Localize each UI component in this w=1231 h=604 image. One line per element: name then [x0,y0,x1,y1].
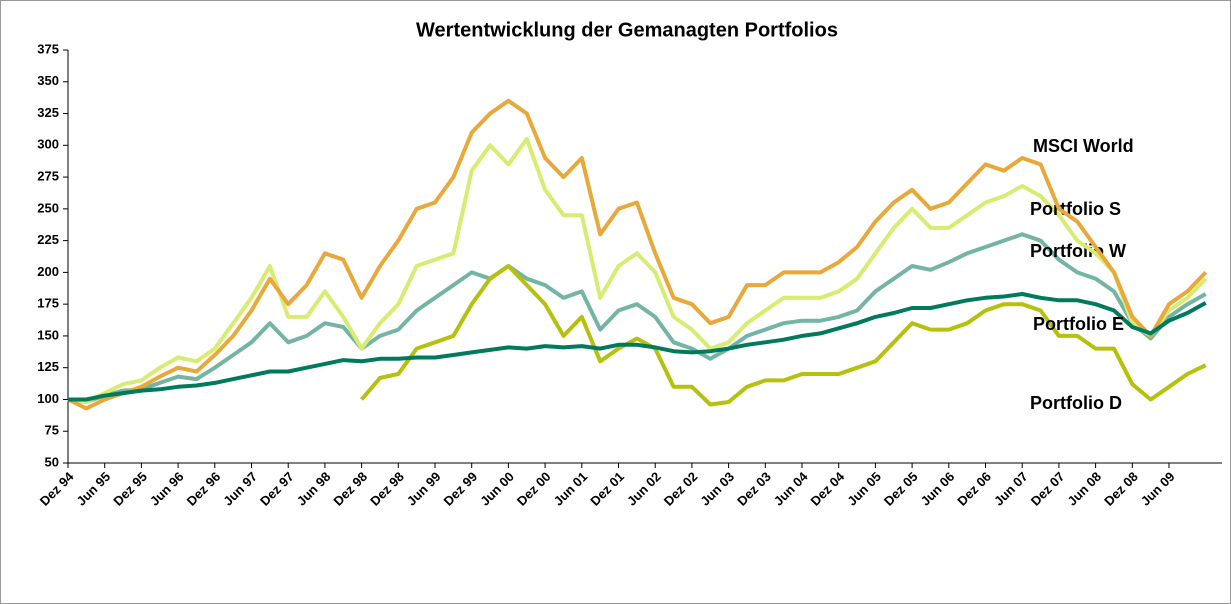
y-tick-label: 175 [37,296,59,311]
series-line [68,292,1207,402]
series-line [67,232,1207,404]
y-tick-label: 50 [45,454,59,469]
y-tick-label: 125 [37,359,59,374]
y-tick-label: 275 [37,169,59,184]
series-line [67,98,1208,411]
series-line [360,264,1207,407]
series-line [67,137,1208,404]
series-label: MSCI World [1033,136,1134,156]
y-tick-label: 100 [37,391,59,406]
series-label: Portfolio W [1030,241,1126,261]
y-tick-label: 75 [45,423,59,438]
y-tick-label: 200 [37,264,59,279]
series-label: Portfolio D [1030,393,1122,413]
chart-title: Wertentwicklung der Gemanagten Portfolio… [416,19,838,41]
y-tick-label: 225 [37,232,59,247]
y-tick-label: 250 [37,200,59,215]
y-tick-label: 375 [37,41,59,56]
y-tick-label: 150 [37,327,59,342]
y-tick-label: 325 [37,105,59,120]
series-label: Portfolio S [1030,199,1121,219]
series-label: Portfolio E [1033,314,1124,334]
y-tick-label: 350 [37,73,59,88]
y-tick-label: 300 [37,137,59,152]
